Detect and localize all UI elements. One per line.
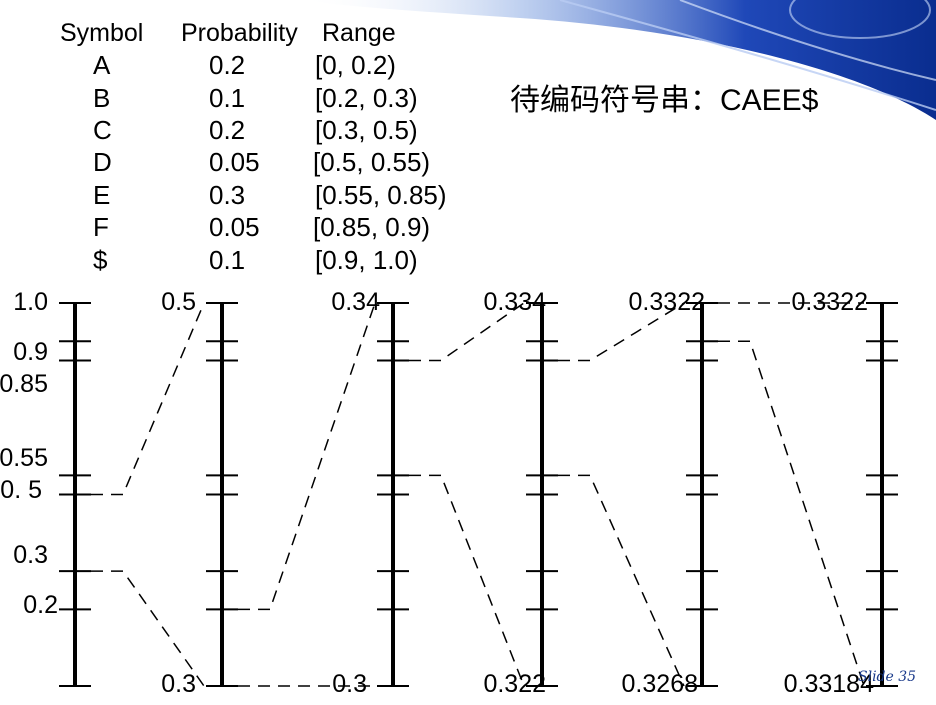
- range-cell: [0.5, 0.55): [313, 147, 431, 177]
- zoom-connector: [409, 474, 525, 687]
- range-cell: [0.3, 0.5): [315, 115, 418, 145]
- range-cell: [0.2, 0.3): [315, 83, 418, 113]
- interval-high-label: 0.3322: [629, 288, 705, 316]
- range-cell: [0, 0.2): [315, 50, 396, 80]
- axis-labels: 1.0 0.9 0.85 0.55 0. 5 0.3 0.2: [0, 288, 58, 619]
- interval-bars: [59, 302, 898, 687]
- range-cell: [0.9, 1.0): [315, 245, 418, 275]
- probability-cell: 0.1: [209, 245, 246, 275]
- interval-high-label: 0.3322: [792, 288, 868, 316]
- symbol-cell: D: [93, 147, 112, 177]
- interval-high-label: 0.5: [161, 288, 196, 316]
- range-cell: [0.85, 0.9): [313, 212, 431, 242]
- symbol-cell: A: [93, 50, 111, 80]
- header-symbol: Symbol: [60, 19, 144, 47]
- interval-low-label: 0.322: [483, 670, 546, 698]
- axis-label: 0.55: [0, 444, 48, 472]
- zoom-connector: [718, 340, 865, 687]
- interval-low-label: 0.3: [332, 670, 367, 698]
- probability-cell: 0.05: [209, 147, 260, 177]
- zoom-connector: [558, 302, 685, 362]
- symbol-cell: F: [93, 212, 109, 242]
- zoom-connector: [409, 302, 525, 362]
- interval-high-label: 0.34: [331, 288, 380, 316]
- zoom-connector: [91, 570, 205, 687]
- axis-label: 0.85: [0, 370, 48, 398]
- axis-label: 0. 5: [0, 476, 42, 504]
- probability-cell: 0.1: [209, 83, 246, 113]
- zoom-connector: [91, 302, 205, 496]
- axis-label: 0.3: [13, 541, 48, 569]
- zoom-connectors: [91, 302, 865, 687]
- symbol-cell: E: [93, 180, 111, 210]
- header-probability: Probability: [181, 19, 298, 47]
- encode-string-title: 待编码符号串：CAEE$: [510, 84, 819, 117]
- symbol-cell: C: [93, 115, 112, 145]
- interval-labels: 0.5 0.3 0.34 0.3 0.334 0.322 0.3322 0.32…: [161, 288, 874, 698]
- header-range: Range: [322, 19, 396, 47]
- range-cell: [0.55, 0.85): [315, 180, 447, 210]
- interval-low-label: 0.33184: [784, 670, 874, 698]
- axis-label: 0.9: [13, 338, 48, 366]
- header-banner: [300, 0, 936, 120]
- symbol-cell: B: [93, 83, 111, 113]
- interval-high-label: 0.334: [483, 288, 546, 316]
- interval-low-label: 0.3268: [622, 670, 698, 698]
- probability-cell: 0.2: [209, 50, 246, 80]
- axis-label: 1.0: [13, 288, 48, 316]
- slide-number: Slide 35: [858, 669, 917, 685]
- probability-cell: 0.3: [209, 180, 246, 210]
- zoom-connector: [238, 302, 376, 611]
- probability-cell: 0.2: [209, 115, 246, 145]
- interval-low-label: 0.3: [161, 670, 196, 698]
- probability-cell: 0.05: [209, 212, 260, 242]
- zoom-connector: [558, 474, 685, 687]
- symbol-cell: $: [93, 245, 108, 275]
- axis-label: 0.2: [23, 591, 58, 619]
